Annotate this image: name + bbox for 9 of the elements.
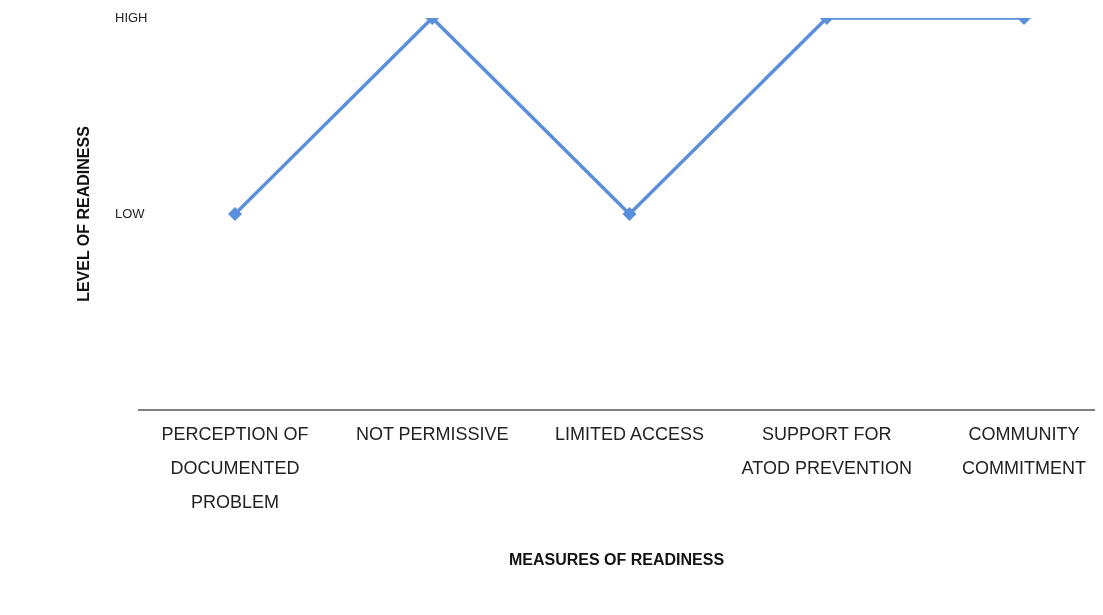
x-tick-label: COMMUNITY COMMITMENT bbox=[962, 424, 1086, 478]
y-axis-title: LEVEL OF READINESS bbox=[74, 125, 92, 302]
x-tick-label: LIMITED ACCESS bbox=[554, 424, 705, 444]
x-tick-label: SUPPORT FOR ATOD PREVENTION bbox=[741, 424, 912, 478]
annotation: HIGH bbox=[115, 10, 148, 26]
annotation: LOW bbox=[115, 206, 145, 222]
x-tick-label: NOT PERMISSIVE bbox=[355, 424, 509, 444]
x-tick-label: PERCEPTION OF DOCUMENTED PROBLEM bbox=[161, 424, 309, 512]
x-axis-title: MEASURES OF READINESS bbox=[508, 551, 725, 568]
